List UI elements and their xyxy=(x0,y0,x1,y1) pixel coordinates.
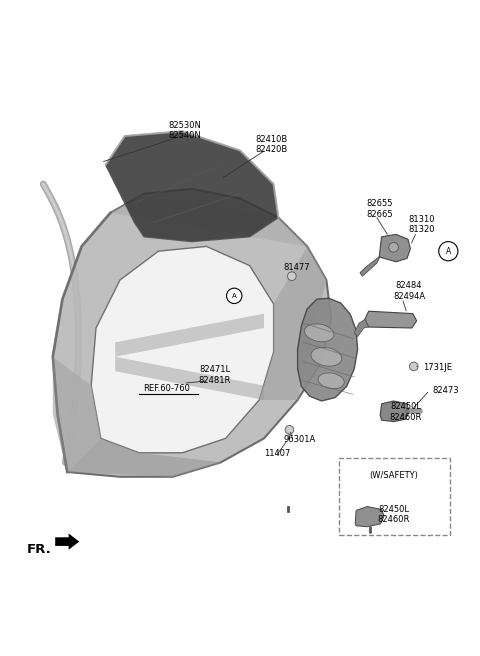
Polygon shape xyxy=(380,401,409,422)
Text: 82484
82494A: 82484 82494A xyxy=(393,281,425,300)
Polygon shape xyxy=(365,311,417,328)
Ellipse shape xyxy=(318,373,344,389)
Polygon shape xyxy=(354,319,369,337)
Polygon shape xyxy=(67,438,221,477)
Polygon shape xyxy=(106,131,278,241)
Text: 82471L
82481R: 82471L 82481R xyxy=(199,365,231,384)
Text: 82473: 82473 xyxy=(432,386,458,395)
Polygon shape xyxy=(259,247,326,400)
Polygon shape xyxy=(53,189,331,477)
Polygon shape xyxy=(379,234,410,262)
Polygon shape xyxy=(298,298,358,401)
Circle shape xyxy=(227,288,242,304)
Circle shape xyxy=(439,241,458,261)
Text: FR.: FR. xyxy=(26,543,51,556)
Polygon shape xyxy=(91,247,274,453)
Text: 82410B
82420B: 82410B 82420B xyxy=(255,135,288,154)
Ellipse shape xyxy=(304,324,334,342)
Text: 82450L
82460R: 82450L 82460R xyxy=(377,504,410,524)
Polygon shape xyxy=(110,194,307,247)
Text: 11407: 11407 xyxy=(264,449,290,459)
Ellipse shape xyxy=(311,348,342,366)
Text: 82450L
82460R: 82450L 82460R xyxy=(389,402,422,422)
Circle shape xyxy=(285,426,294,434)
Circle shape xyxy=(389,243,398,252)
Polygon shape xyxy=(115,357,264,400)
Polygon shape xyxy=(55,533,79,550)
Text: 1731JE: 1731JE xyxy=(423,363,452,372)
Text: REF.60-760: REF.60-760 xyxy=(144,384,191,394)
Text: 82655
82665: 82655 82665 xyxy=(366,199,393,218)
Circle shape xyxy=(288,272,296,281)
Text: A: A xyxy=(232,293,237,299)
Text: A: A xyxy=(446,247,451,256)
Text: 81477: 81477 xyxy=(283,262,310,272)
Polygon shape xyxy=(360,256,380,276)
Circle shape xyxy=(409,362,418,371)
Text: 81310
81320: 81310 81320 xyxy=(408,215,435,234)
Polygon shape xyxy=(53,357,101,472)
Polygon shape xyxy=(355,506,384,527)
Text: 96301A: 96301A xyxy=(284,435,316,444)
FancyBboxPatch shape xyxy=(339,458,450,535)
Text: 82530N
82540N: 82530N 82540N xyxy=(168,121,201,140)
Polygon shape xyxy=(115,314,264,357)
Text: (W/SAFETY): (W/SAFETY) xyxy=(369,471,418,480)
